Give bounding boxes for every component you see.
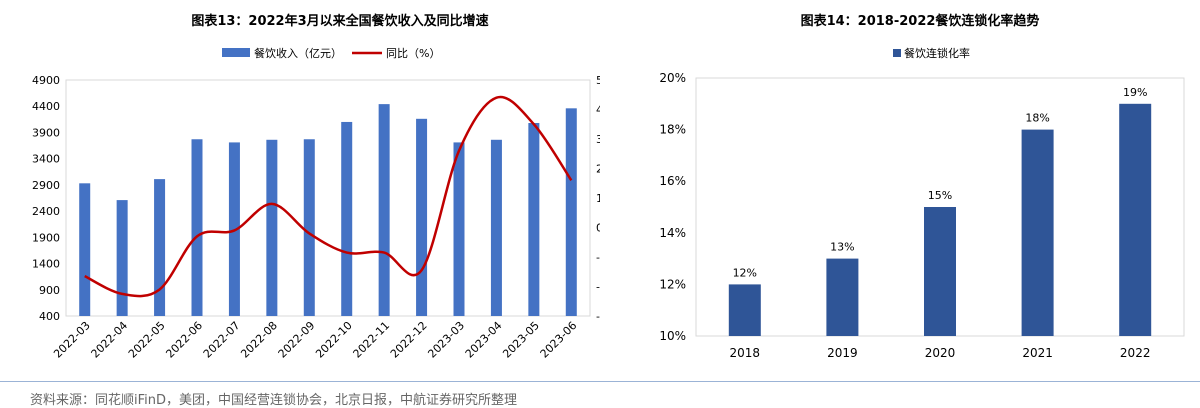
y-tick-label: 16%: [659, 174, 686, 188]
x-tick-label: 2023-05: [500, 319, 542, 361]
x-tick-label: 2023-06: [538, 319, 580, 361]
y-left-tick-label: 1900: [32, 231, 60, 244]
revenue-bar: [266, 140, 277, 316]
data-label: 12%: [733, 266, 757, 279]
revenue-bar: [491, 140, 502, 316]
revenue-bar: [454, 142, 465, 316]
revenue-bar: [79, 183, 90, 316]
plot-frame: [66, 80, 590, 316]
revenue-bar: [528, 123, 539, 316]
revenue-bar: [379, 104, 390, 316]
y-left-tick-label: 3400: [32, 153, 60, 166]
x-tick-label: 2021: [1022, 346, 1053, 360]
revenue-bar: [341, 122, 352, 316]
y-left-tick-label: 4400: [32, 100, 60, 113]
data-label: 13%: [830, 241, 854, 254]
chain-rate-bar: [729, 284, 761, 336]
legend-label-yoy: 同比（%）: [386, 47, 440, 60]
y-left-tick-label: 2400: [32, 205, 60, 218]
revenue-bar: [117, 200, 128, 316]
chain-rate-bar: [1022, 130, 1054, 336]
chain-rate-chart: 餐饮连锁化率 10% 12% 14% 16% 18% 20% 12% 13% 15% 18% 19% 2…: [600, 0, 1200, 380]
chain-rate-bar: [826, 259, 858, 336]
chain-rate-bar: [1119, 104, 1151, 336]
data-label: 15%: [928, 189, 952, 202]
x-tick-label: 2022-11: [351, 319, 393, 361]
y-tick-label: 10%: [659, 329, 686, 343]
x-tick-label: 2022-04: [89, 319, 131, 361]
revenue-bar: [154, 179, 165, 316]
restaurant-revenue-chart: 餐饮收入（亿元） 同比（%） 400 900 1400 1900 2400 2900 3400 3…: [0, 0, 600, 380]
x-tick-label: 2022: [1120, 346, 1151, 360]
y-left-tick-label: 3900: [32, 126, 60, 139]
legend-swatch-revenue: [222, 48, 250, 57]
x-tick-label: 2022-08: [238, 319, 280, 361]
legend-swatch-chain-rate: [893, 49, 901, 57]
y-tick-label: 20%: [659, 71, 686, 85]
source-note: 资料来源：同花顺iFinD，美团，中国经营连锁协会，北京日报，中航证券研究所整理: [30, 389, 517, 408]
revenue-bar: [192, 139, 203, 316]
x-tick-label: 2023-03: [425, 319, 467, 361]
x-tick-label: 2022-07: [201, 319, 243, 361]
x-tick-label: 2022-12: [388, 319, 430, 361]
y-left-tick-label: 900: [39, 284, 60, 297]
footer-divider: [0, 381, 1200, 382]
revenue-bar: [304, 139, 315, 316]
revenue-bar: [416, 119, 427, 316]
revenue-bar: [566, 108, 577, 316]
y-left-tick-label: 4900: [32, 74, 60, 87]
legend-label-chain-rate: 餐饮连锁化率: [904, 46, 970, 60]
y-left-tick-label: 400: [39, 310, 60, 323]
data-label: 18%: [1025, 112, 1049, 125]
x-tick-label: 2018: [730, 346, 761, 360]
x-tick-label: 2022-06: [163, 319, 205, 361]
legend-label-revenue: 餐饮收入（亿元）: [254, 46, 342, 60]
x-tick-label: 2022-09: [276, 319, 318, 361]
chain-rate-bar: [924, 207, 956, 336]
y-tick-label: 14%: [659, 226, 686, 240]
x-tick-label: 2022-05: [126, 319, 168, 361]
x-tick-label: 2019: [827, 346, 858, 360]
x-tick-label: 2020: [925, 346, 956, 360]
y-tick-label: 12%: [659, 277, 686, 291]
y-left-tick-label: 2900: [32, 179, 60, 192]
x-tick-label: 2022-03: [51, 319, 93, 361]
x-tick-label: 2023-04: [463, 319, 505, 361]
y-tick-label: 18%: [659, 123, 686, 137]
x-tick-label: 2022-10: [313, 319, 355, 361]
data-label: 19%: [1123, 86, 1147, 99]
y-left-tick-label: 1400: [32, 258, 60, 271]
